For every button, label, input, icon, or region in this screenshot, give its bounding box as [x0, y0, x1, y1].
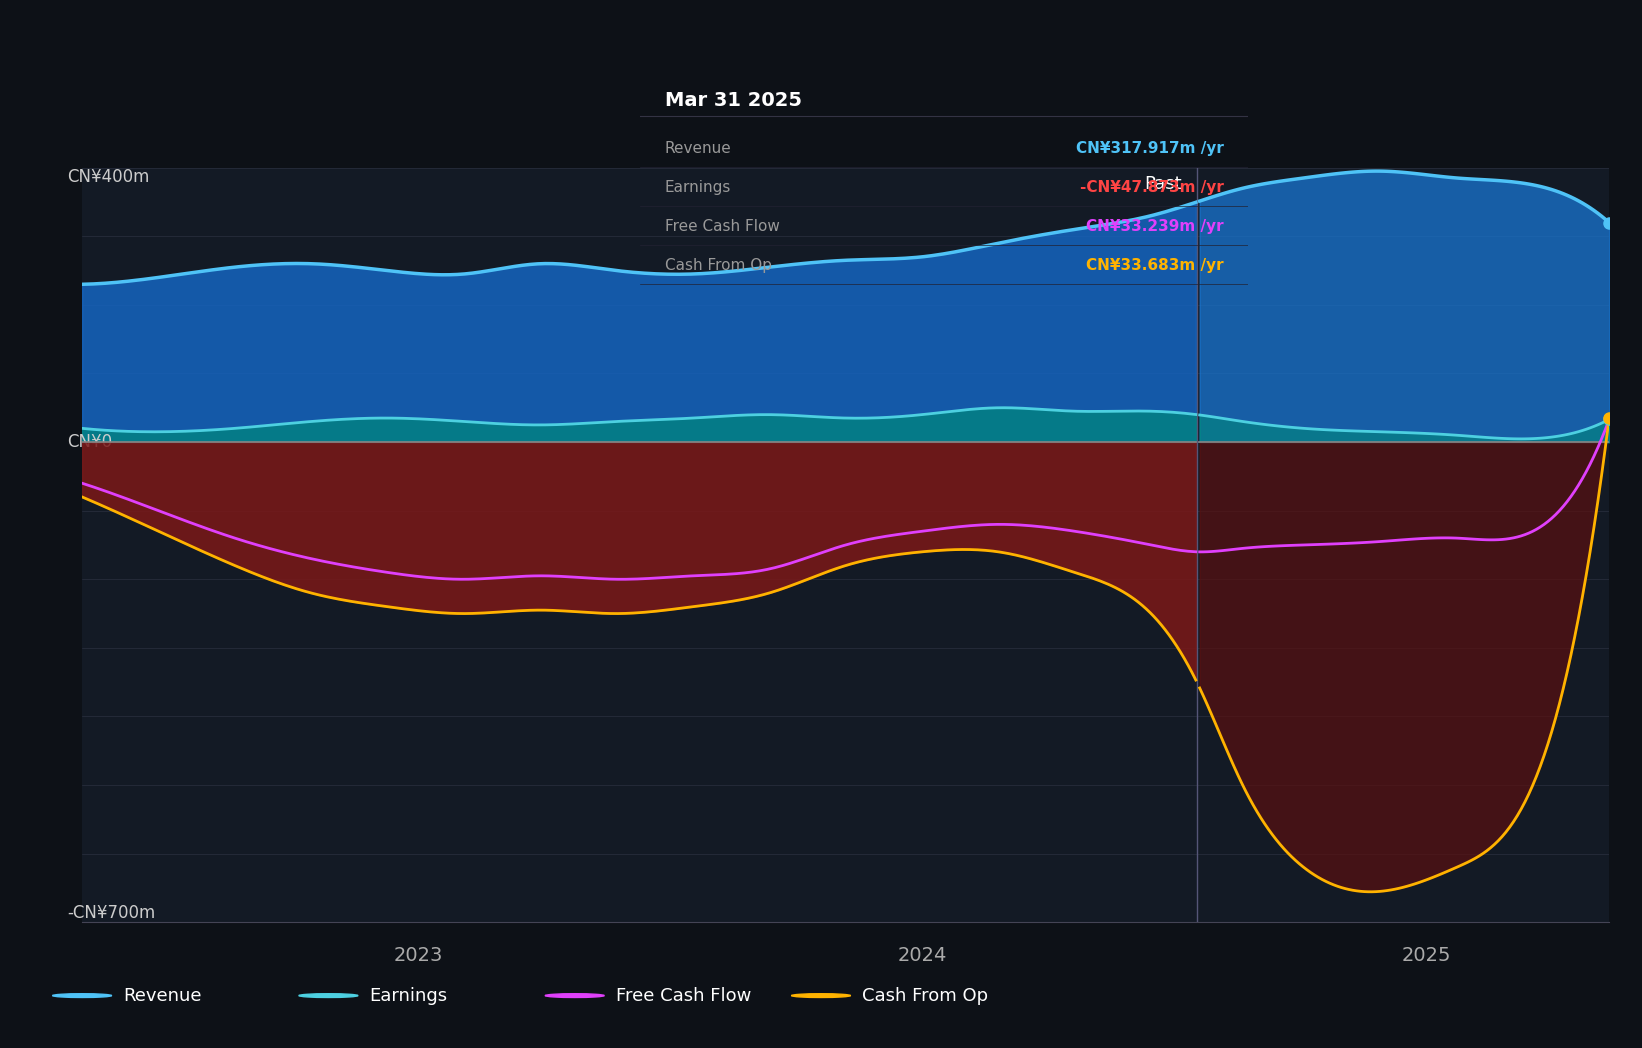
- Text: Free Cash Flow: Free Cash Flow: [665, 219, 780, 234]
- Text: CN¥33.683m /yr: CN¥33.683m /yr: [1085, 258, 1223, 274]
- Circle shape: [53, 994, 112, 998]
- Text: Past: Past: [1144, 175, 1182, 193]
- Text: Mar 31 2025: Mar 31 2025: [665, 90, 801, 110]
- Text: Earnings: Earnings: [369, 986, 448, 1005]
- Text: Revenue: Revenue: [665, 140, 731, 156]
- Text: Earnings: Earnings: [665, 180, 731, 195]
- Text: CN¥400m: CN¥400m: [67, 168, 149, 185]
- Text: Free Cash Flow: Free Cash Flow: [616, 986, 750, 1005]
- Text: Cash From Op: Cash From Op: [665, 258, 772, 274]
- Text: CN¥0: CN¥0: [67, 433, 112, 451]
- Text: 2024: 2024: [897, 946, 947, 965]
- Text: -CN¥700m: -CN¥700m: [67, 904, 154, 922]
- Circle shape: [299, 994, 358, 998]
- Text: -CN¥47.873m /yr: -CN¥47.873m /yr: [1080, 180, 1223, 195]
- Circle shape: [791, 994, 851, 998]
- Text: CN¥33.239m /yr: CN¥33.239m /yr: [1085, 219, 1223, 234]
- Text: Revenue: Revenue: [123, 986, 202, 1005]
- Text: 2023: 2023: [394, 946, 443, 965]
- Text: Cash From Op: Cash From Op: [862, 986, 988, 1005]
- Text: CN¥317.917m /yr: CN¥317.917m /yr: [1076, 140, 1223, 156]
- Text: 2025: 2025: [1401, 946, 1450, 965]
- Circle shape: [545, 994, 604, 998]
